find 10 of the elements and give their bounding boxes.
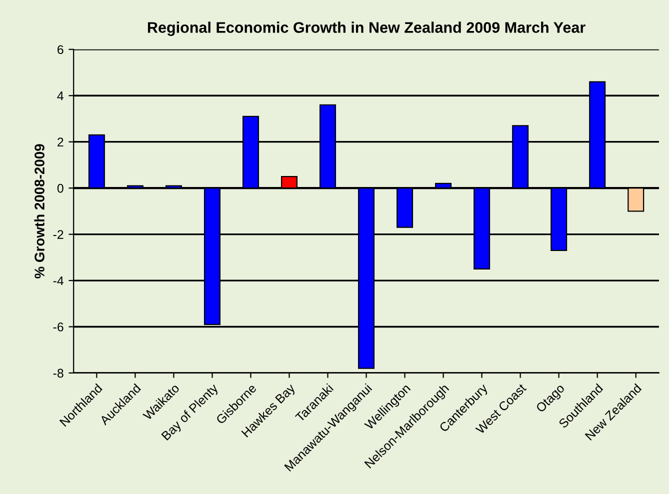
y-tick-label: -6 <box>53 322 64 332</box>
chart-title: Regional Economic Growth in New Zealand 2009 March Year <box>148 22 586 36</box>
y-tick-label: -8 <box>53 368 64 378</box>
y-tick-label: 4 <box>57 92 64 100</box>
y-tick-label: 2 <box>58 138 64 146</box>
y-tick-label: -2 <box>53 230 64 239</box>
y-tick-label: -4 <box>53 276 64 286</box>
y-axis-title: % Growth 2008-2009 <box>34 144 44 278</box>
y-tick-label: 6 <box>58 45 64 54</box>
y-tick-label: 0 <box>57 184 64 193</box>
